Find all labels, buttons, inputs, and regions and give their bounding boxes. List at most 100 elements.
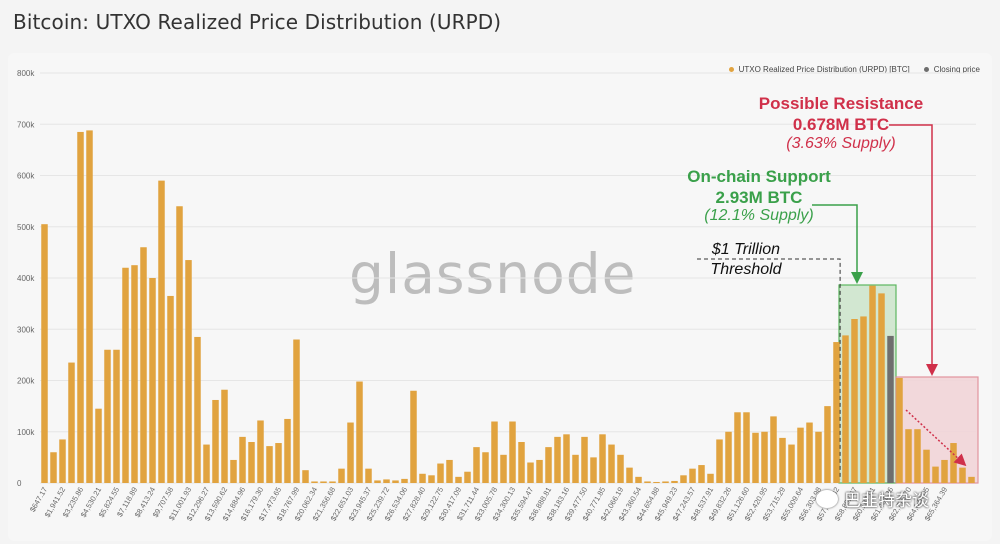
urpd-bar <box>572 454 579 483</box>
urpd-bar <box>176 206 183 483</box>
urpd-bar <box>734 412 741 483</box>
urpd-bar <box>167 295 174 483</box>
urpd-bar <box>536 459 543 483</box>
urpd-bar <box>248 442 255 483</box>
urpd-bar <box>959 467 966 483</box>
urpd-bar <box>923 449 930 483</box>
urpd-bar <box>356 381 363 483</box>
urpd-bar <box>509 421 516 483</box>
urpd-bar <box>347 422 354 483</box>
urpd-bar <box>851 319 858 483</box>
urpd-bar <box>698 465 705 483</box>
urpd-bar <box>320 481 327 483</box>
urpd-bar <box>869 285 876 483</box>
urpd-bar <box>374 480 381 483</box>
urpd-bar <box>482 452 489 483</box>
urpd-bar <box>392 480 399 483</box>
threshold-line2: Threshold <box>710 261 782 278</box>
urpd-bar <box>311 481 318 483</box>
resistance-value-text: 0.678M BTC <box>792 115 890 134</box>
y-tick-label: 600k <box>17 172 35 181</box>
urpd-bar <box>590 457 597 483</box>
urpd-bar <box>419 473 426 483</box>
resistance-arrow <box>889 124 938 376</box>
urpd-bar <box>878 293 885 483</box>
urpd-bar <box>680 475 687 483</box>
urpd-bar <box>905 429 912 483</box>
legend-item-closing[interactable]: Closing price <box>923 65 980 74</box>
urpd-bar <box>653 481 660 483</box>
y-tick-label: 100k <box>17 428 35 437</box>
legend-label-closing: Closing price <box>933 65 980 74</box>
urpd-bar <box>554 436 561 483</box>
urpd-bar <box>77 131 84 483</box>
urpd-bar <box>896 377 903 483</box>
urpd-bar <box>257 420 264 483</box>
support-title-text: On-chain Support <box>687 167 831 186</box>
y-tick-label: 200k <box>17 377 35 386</box>
urpd-bar <box>842 335 849 483</box>
urpd-bar <box>86 130 93 483</box>
y-tick-label: 300k <box>17 325 35 334</box>
legend-item-urpd[interactable]: UTXO Realized Price Distribution (URPD) … <box>728 65 910 74</box>
urpd-bar <box>788 444 795 483</box>
urpd-bar <box>752 432 759 483</box>
y-tick-label: 700k <box>17 120 35 129</box>
urpd-bar <box>932 466 939 483</box>
legend-label-urpd: UTXO Realized Price Distribution (URPD) … <box>738 65 910 74</box>
urpd-bar <box>464 471 471 483</box>
y-tick-label: 500k <box>17 223 35 232</box>
urpd-bar <box>725 431 732 483</box>
urpd-bar <box>428 475 435 483</box>
urpd-bar <box>527 462 534 483</box>
urpd-bar <box>860 316 867 483</box>
urpd-bar <box>410 390 417 483</box>
urpd-bar <box>608 444 615 483</box>
urpd-bar <box>635 476 642 483</box>
urpd-bar <box>338 468 345 483</box>
urpd-bar <box>950 443 957 483</box>
wechat-icon <box>816 489 838 508</box>
urpd-bar <box>284 418 291 483</box>
resistance-trend-arrow <box>905 409 967 467</box>
urpd-bar <box>779 437 786 483</box>
urpd-bar <box>716 439 723 483</box>
urpd-bar <box>131 265 138 483</box>
legend-dot-closing <box>923 67 929 72</box>
urpd-bar <box>761 431 768 483</box>
urpd-bar <box>50 452 57 483</box>
y-tick-label: 800k <box>17 69 35 78</box>
glassnode-watermark: glassnode <box>349 242 637 306</box>
urpd-bar <box>617 454 624 483</box>
urpd-bar <box>122 267 129 483</box>
support-sub-text: (12.1% Supply) <box>704 207 814 224</box>
resistance-title-text: Possible Resistance <box>758 94 924 113</box>
urpd-bar <box>599 434 606 483</box>
urpd-bar <box>743 412 750 483</box>
urpd-bar <box>365 468 372 483</box>
urpd-bar <box>329 481 336 483</box>
urpd-bar <box>563 434 570 483</box>
urpd-bar <box>104 349 111 483</box>
urpd-bar <box>302 470 309 483</box>
urpd-bar <box>59 439 66 483</box>
urpd-bar <box>212 399 219 483</box>
urpd-bar <box>644 481 651 483</box>
urpd-bar <box>770 416 777 483</box>
y-tick-label: 0 <box>17 479 22 488</box>
urpd-bar <box>707 473 714 483</box>
urpd-bar <box>275 443 282 483</box>
urpd-bar <box>95 408 102 483</box>
urpd-bar <box>113 349 120 483</box>
urpd-bar <box>806 422 813 483</box>
wechat-label: 巴韭特杂谈 <box>844 491 929 510</box>
urpd-bar <box>581 436 588 483</box>
urpd-bar <box>455 476 462 483</box>
urpd-bar <box>500 454 507 483</box>
support-annotation-title: On-chain Support 2.93M BTC <box>650 166 868 208</box>
wechat-watermark: 巴韭特杂谈 <box>816 486 929 511</box>
urpd-bar <box>941 459 948 483</box>
threshold-line1: $1 Trillion <box>711 241 781 258</box>
